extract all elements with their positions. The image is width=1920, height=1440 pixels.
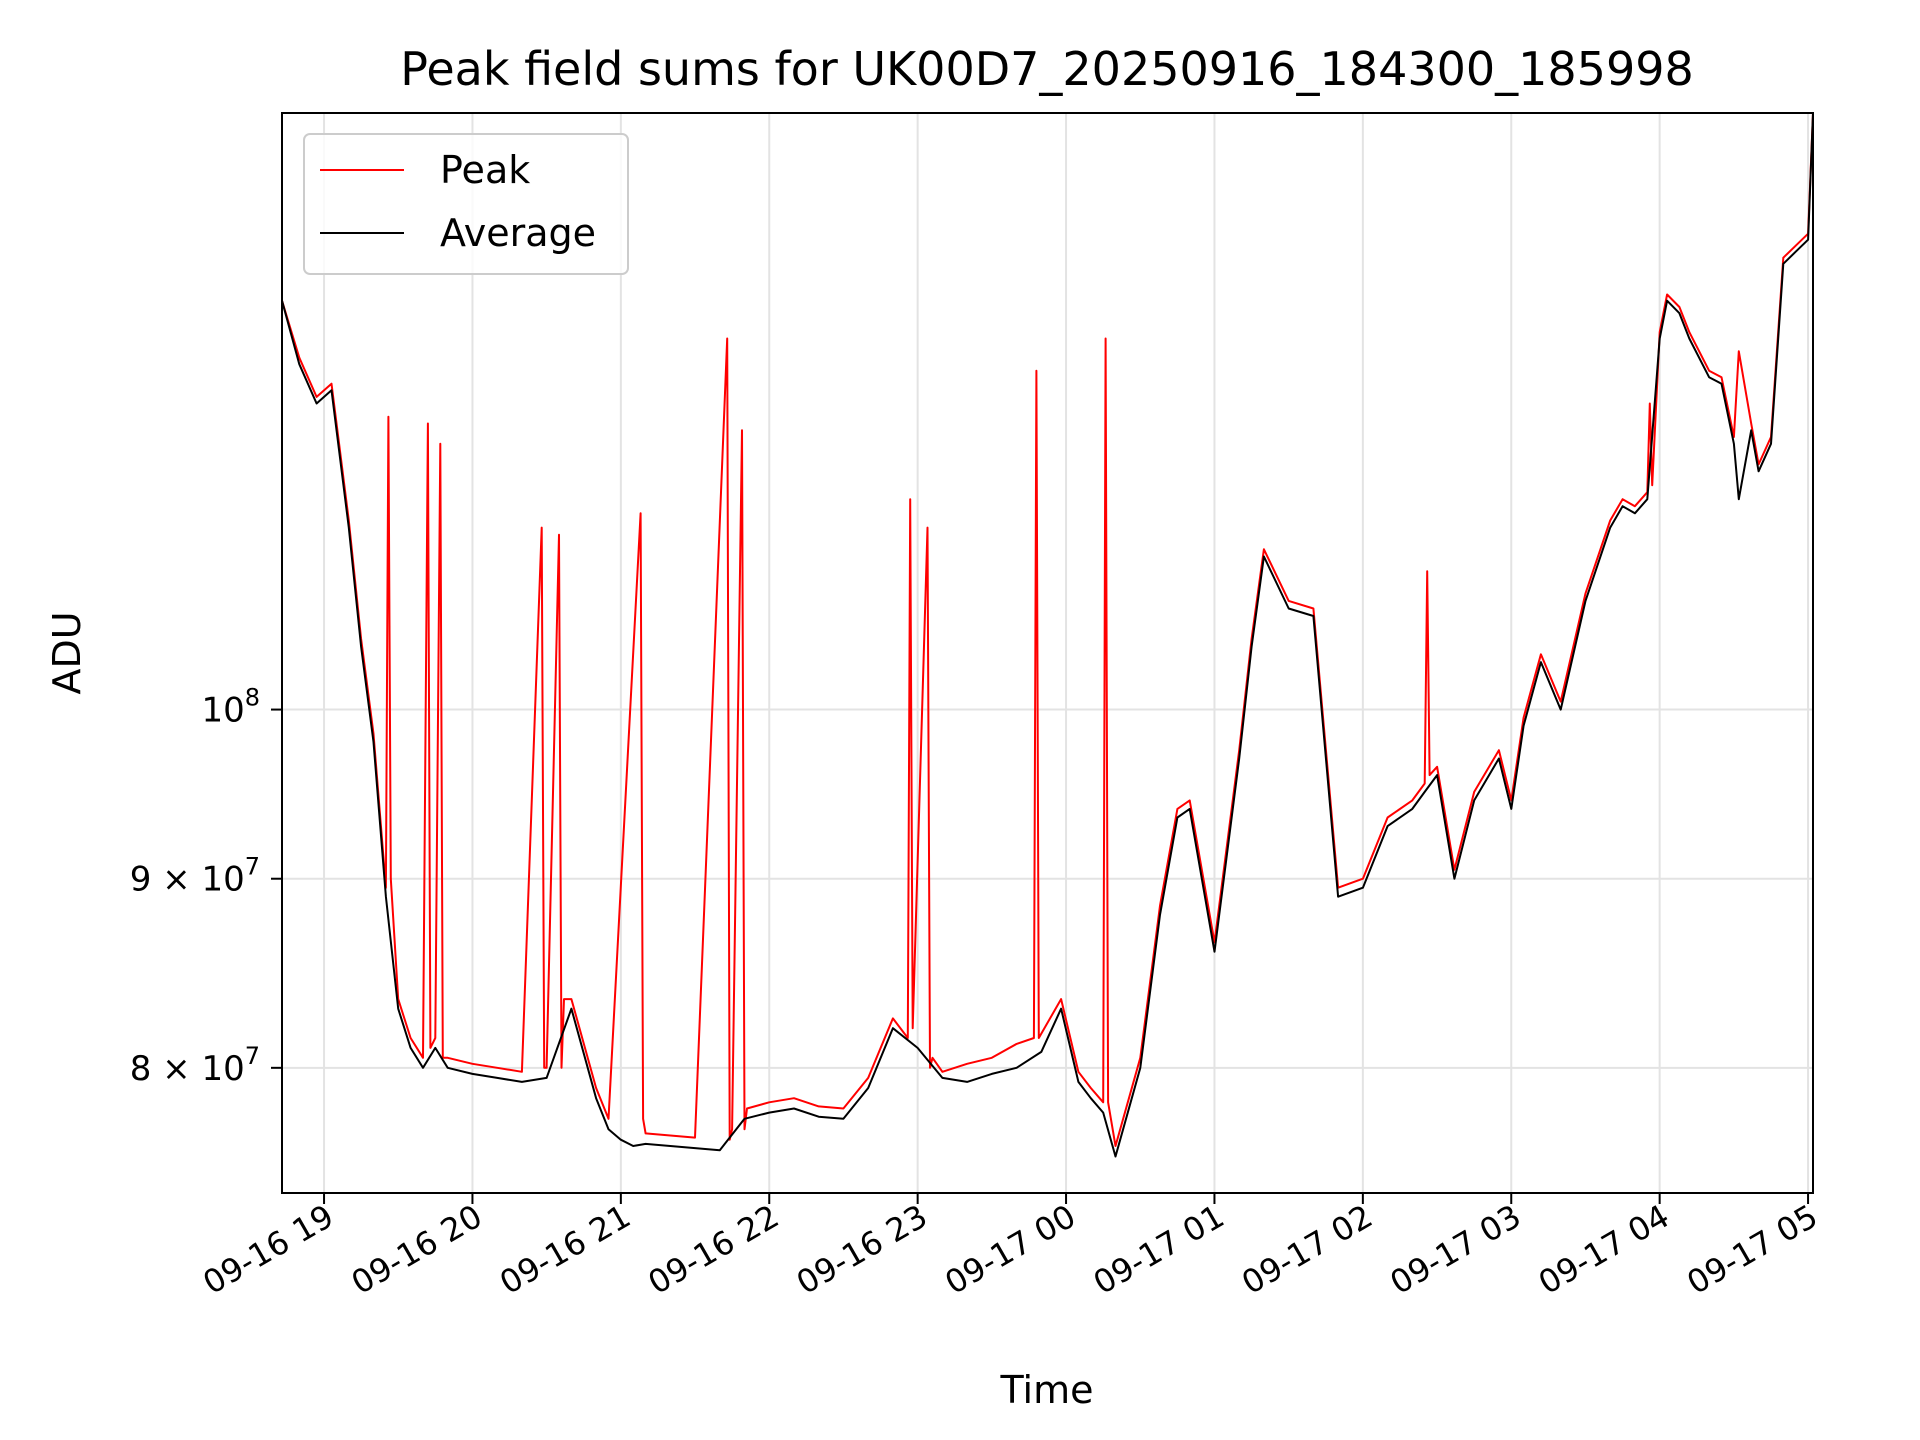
x-tick-label: 09-16 19	[196, 1197, 340, 1302]
x-tick-label: 09-17 02	[1235, 1197, 1379, 1302]
x-axis: 09-16 19 09-16 20 09-16 21 09-16 22 09-16 23…	[196, 1193, 1824, 1302]
legend-average-label: Average	[440, 211, 596, 255]
series-line-average	[281, 112, 1814, 1158]
x-tick-label: 09-16 21	[493, 1197, 637, 1302]
series-line-peak	[281, 112, 1814, 1147]
series-layer	[281, 112, 1814, 1158]
x-tick-label: 09-17 00	[938, 1197, 1082, 1302]
x-tick-label: 09-17 05	[1680, 1197, 1824, 1302]
x-tick-label: 09-16 20	[345, 1197, 489, 1302]
y-axis-label: ADU	[45, 611, 89, 694]
x-tick-label: 09-17 01	[1087, 1197, 1231, 1302]
x-tick-label: 09-16 23	[790, 1197, 934, 1302]
legend: Peak Average	[303, 133, 629, 275]
legend-peak-label: Peak	[440, 148, 530, 192]
x-axis-label: Time	[1000, 1368, 1094, 1412]
y-tick-label: 8 × 107	[130, 1042, 260, 1089]
y-axis: 8 × 107 9 × 107 108	[130, 684, 282, 1089]
chart-title: Peak field sums for UK00D7_20250916_1843…	[400, 42, 1694, 96]
plot-frame	[281, 112, 1814, 1194]
x-tick-label: 09-16 22	[642, 1197, 786, 1302]
y-tick-label: 108	[201, 684, 260, 731]
grid-lines	[282, 113, 1813, 1193]
x-tick-label: 09-17 04	[1532, 1197, 1676, 1302]
y-tick-label: 9 × 107	[130, 853, 260, 900]
x-tick-label: 09-17 03	[1384, 1197, 1528, 1302]
